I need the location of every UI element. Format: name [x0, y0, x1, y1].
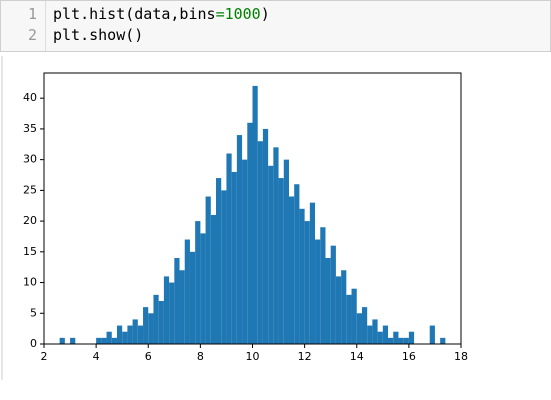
bar	[101, 337, 107, 344]
bar	[351, 288, 357, 344]
bar	[304, 221, 310, 344]
bar	[367, 325, 373, 344]
bar	[210, 214, 217, 344]
bar	[59, 337, 65, 344]
code-token: =1000	[215, 5, 261, 23]
bar	[96, 337, 102, 344]
y-tick-label: 15	[23, 245, 37, 258]
bar	[247, 122, 253, 344]
bar	[320, 227, 326, 344]
bar	[195, 221, 201, 344]
bar	[299, 208, 305, 344]
bar	[189, 251, 196, 344]
bar	[111, 337, 117, 344]
bar	[330, 245, 336, 344]
bar	[70, 337, 76, 344]
x-tick-label: 2	[41, 350, 48, 363]
bar	[403, 337, 409, 344]
line-number: 2	[27, 26, 37, 44]
x-tick-label: 16	[402, 350, 416, 363]
bar	[257, 141, 263, 344]
y-tick-label: 10	[23, 276, 37, 289]
code-line: plt.show()	[53, 26, 143, 44]
bar	[252, 85, 258, 345]
bar	[393, 331, 399, 344]
chart: 0 5 10 15 20 25 30 35 40 2 4 6 8 10 12 14 16 18	[1, 56, 468, 380]
bar	[429, 325, 435, 344]
bar	[268, 165, 274, 344]
y-tick-label: 20	[23, 214, 37, 227]
code-token: plt.hist(data,bins	[53, 5, 216, 23]
bar	[377, 331, 383, 344]
bar	[179, 270, 185, 344]
bar	[242, 159, 248, 344]
bar	[153, 294, 159, 344]
bar	[346, 294, 352, 344]
bar	[288, 196, 295, 344]
y-tick-label: 30	[23, 153, 37, 166]
bar	[231, 171, 237, 344]
bar	[169, 282, 175, 344]
x-tick-label: 18	[454, 350, 468, 363]
bar	[388, 337, 394, 344]
x-tick-label: 12	[298, 350, 312, 363]
code-token: )	[260, 5, 270, 23]
code-line: plt.hist(data,bins=1000)	[53, 5, 270, 23]
bar	[356, 313, 362, 344]
bar	[137, 325, 144, 344]
bar	[361, 307, 368, 344]
bar	[205, 196, 211, 344]
bar	[372, 319, 378, 344]
bar	[315, 239, 321, 344]
bar	[143, 307, 149, 344]
code-cell[interactable]: 1 plt.hist(data,bins=1000) 2 plt.show()	[0, 0, 551, 52]
bar	[309, 202, 316, 344]
line-number: 1	[27, 5, 37, 23]
bar	[216, 178, 222, 344]
bar	[122, 331, 128, 344]
y-tick-label: 5	[30, 306, 37, 319]
x-tick-label: 6	[145, 350, 152, 363]
bar	[341, 270, 347, 344]
code-token: plt.show()	[53, 26, 144, 44]
bar	[184, 239, 190, 344]
x-tick-label: 4	[93, 350, 100, 363]
bar	[116, 325, 123, 344]
bar	[174, 257, 180, 344]
bar	[398, 337, 404, 344]
bar	[236, 135, 243, 344]
bar	[158, 300, 164, 344]
bar	[127, 325, 133, 344]
y-tick-label: 35	[23, 122, 37, 135]
bar	[226, 153, 232, 344]
bar	[294, 184, 300, 344]
y-tick-label: 25	[23, 183, 37, 196]
bar	[262, 128, 269, 344]
bar	[325, 257, 331, 344]
bar	[278, 178, 284, 344]
bar	[163, 276, 170, 344]
bar	[106, 331, 112, 344]
bar	[408, 331, 415, 344]
bar	[382, 325, 389, 344]
bar	[221, 190, 227, 344]
bar	[440, 337, 446, 344]
bar	[335, 276, 342, 344]
bar	[273, 147, 279, 344]
bar	[148, 313, 154, 344]
x-tick-label: 8	[197, 350, 204, 363]
gutter	[45, 1, 46, 51]
y-tick-label: 40	[23, 91, 37, 104]
bar	[200, 233, 206, 344]
bar	[132, 319, 138, 344]
bar	[283, 159, 289, 344]
x-tick-label: 14	[350, 350, 364, 363]
x-tick-label: 10	[246, 350, 260, 363]
y-tick-label: 0	[30, 337, 37, 350]
